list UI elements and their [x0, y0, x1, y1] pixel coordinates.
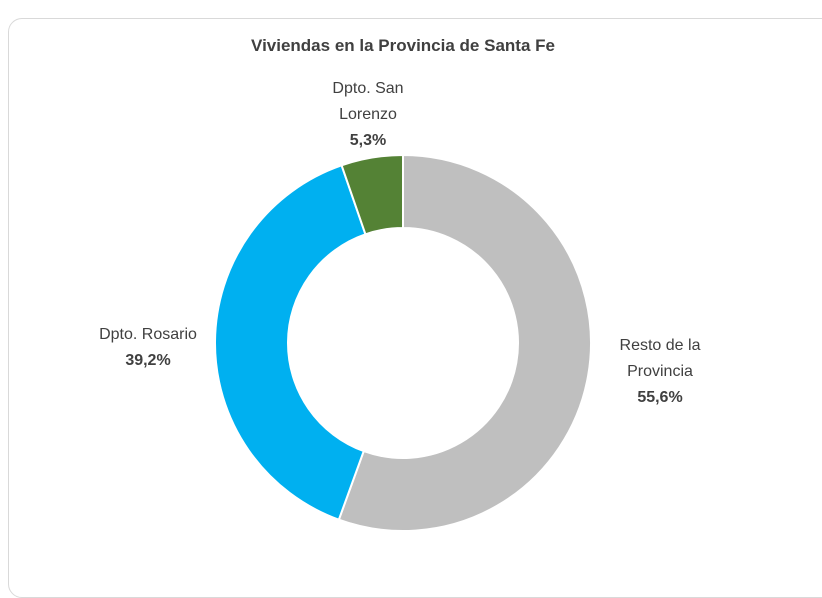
donut-slice — [214, 164, 367, 521]
category-label: Dpto. Rosario — [99, 326, 197, 343]
donut-slice — [337, 153, 592, 532]
value-label: 5,3% — [349, 132, 387, 149]
chart — [214, 153, 592, 532]
donut-slice — [340, 153, 404, 236]
slice-label: Dpto. Rosario 39,2% — [83, 322, 213, 374]
category-label: Dpto. San Lorenzo — [332, 80, 404, 123]
category-label: Resto de la Provincia — [619, 337, 701, 380]
slice-label: Dpto. San Lorenzo 5,3% — [318, 76, 418, 154]
chart-title: Viviendas en la Provincia de Santa Fe — [251, 36, 555, 55]
value-label: 39,2% — [125, 352, 171, 369]
page: Viviendas en la Provincia de Santa Fe ((… — [8, 18, 822, 598]
slice-label: Resto de la Provincia 55,6% — [605, 333, 715, 411]
value-label: 55,6% — [637, 389, 683, 406]
